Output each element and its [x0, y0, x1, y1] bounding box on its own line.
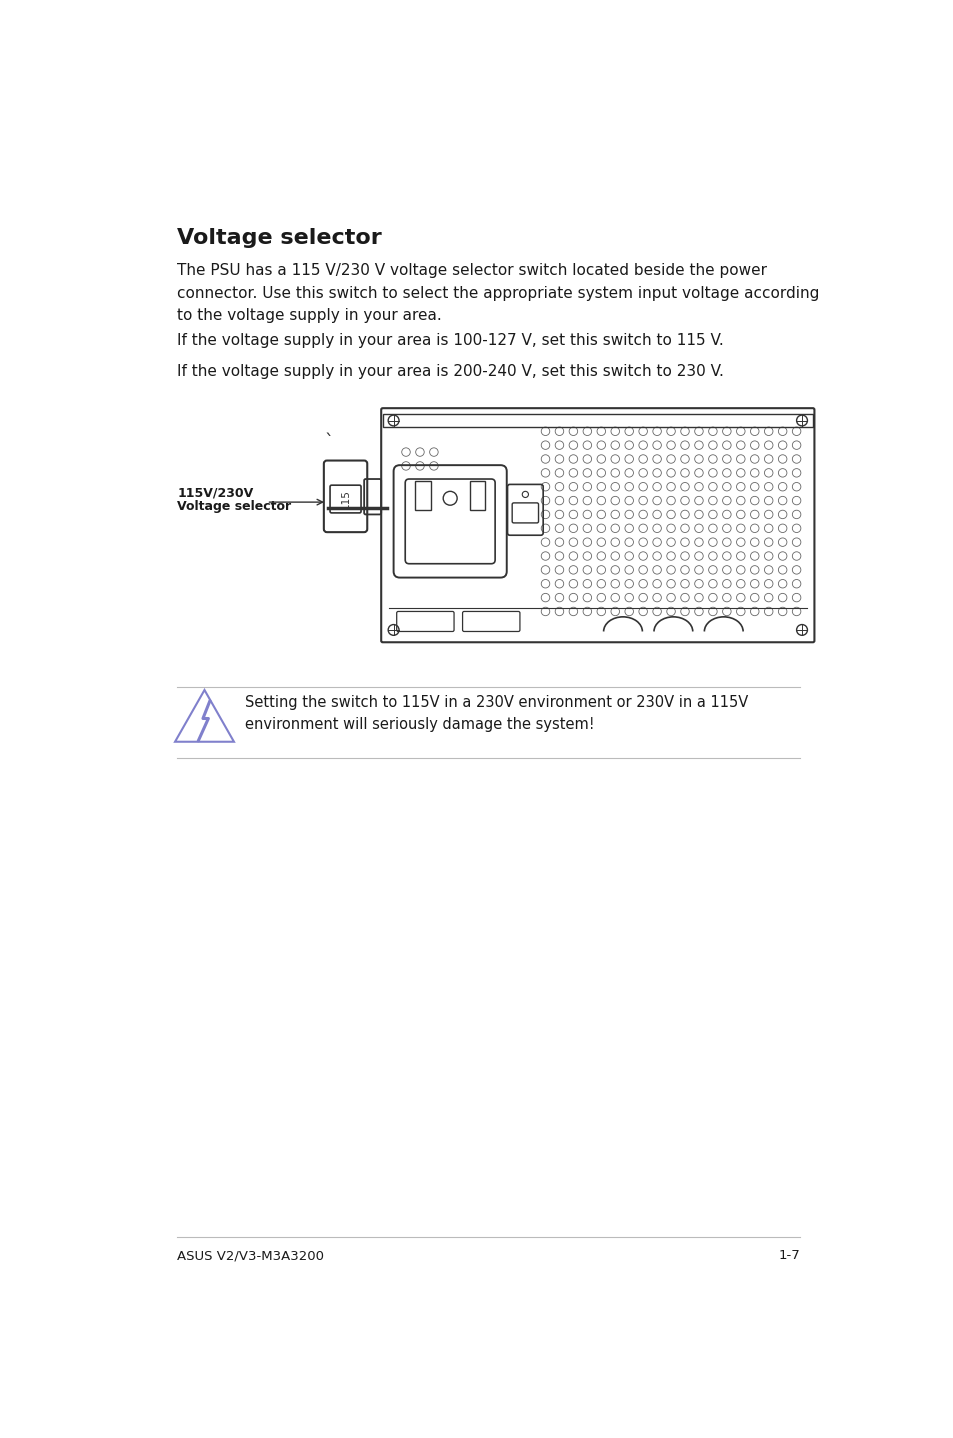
Bar [469, 480, 484, 510]
Text: Voltage selector: Voltage selector [177, 500, 292, 513]
Text: Voltage selector: Voltage selector [177, 229, 382, 247]
Text: Setting the switch to 115V in a 230V environment or 230V in a 115V
environment w: Setting the switch to 115V in a 230V env… [245, 695, 747, 732]
Text: 1-7: 1-7 [778, 1250, 800, 1263]
Text: 115V/230V: 115V/230V [177, 486, 253, 500]
Bar [415, 480, 431, 510]
Text: ASUS V2/V3-M3A3200: ASUS V2/V3-M3A3200 [177, 1250, 324, 1263]
Text: `: ` [324, 433, 334, 450]
Text: If the voltage supply in your area is 200-240 V, set this switch to 230 V.: If the voltage supply in your area is 20… [177, 364, 723, 378]
Text: 115: 115 [340, 489, 350, 509]
Bar [382, 414, 812, 427]
Text: If the voltage supply in your area is 100-127 V, set this switch to 115 V.: If the voltage supply in your area is 10… [177, 332, 723, 348]
Text: The PSU has a 115 V/230 V voltage selector switch located beside the power
conne: The PSU has a 115 V/230 V voltage select… [177, 263, 819, 322]
